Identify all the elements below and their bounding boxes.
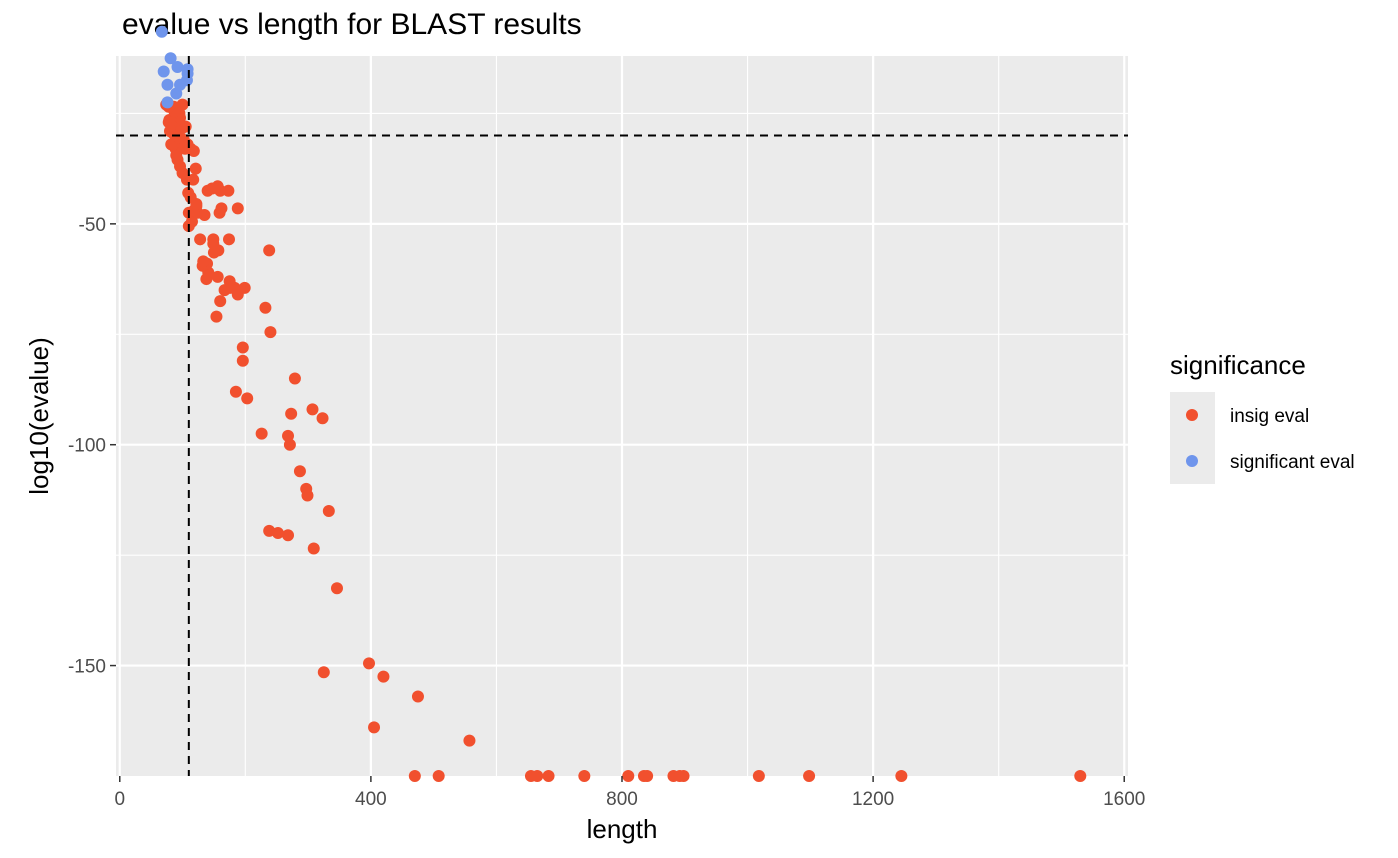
data-point: [306, 403, 319, 416]
data-point: [181, 63, 194, 76]
chart-title: evalue vs length for BLAST results: [122, 8, 582, 41]
data-point: [236, 341, 249, 354]
data-point: [641, 770, 654, 782]
data-point: [368, 721, 381, 734]
y-tick-label: -100: [68, 436, 106, 457]
data-point: [316, 412, 329, 425]
data-point: [895, 770, 908, 782]
data-point: [211, 270, 224, 283]
data-point: [187, 173, 200, 186]
data-point: [542, 770, 555, 782]
data-point: [255, 427, 268, 440]
data-point: [164, 52, 177, 65]
data-point: [189, 162, 202, 175]
data-point: [210, 310, 223, 323]
data-point: [223, 233, 236, 246]
data-point: [330, 582, 343, 595]
data-point: [578, 770, 591, 782]
data-point: [155, 25, 168, 38]
data-point: [222, 184, 235, 197]
data-point: [282, 429, 295, 442]
legend-label: significant eval: [1230, 452, 1355, 473]
data-point: [411, 690, 424, 703]
data-point: [363, 657, 375, 670]
data-points: [155, 25, 1087, 782]
y-tick-label: -50: [79, 215, 106, 236]
legend: significance insig eval significant eval: [1170, 350, 1355, 484]
data-point: [259, 301, 272, 314]
data-point: [215, 202, 228, 215]
data-point: [223, 275, 236, 288]
data-point: [161, 96, 174, 109]
data-point: [214, 295, 227, 308]
data-point: [241, 392, 254, 405]
data-point: [293, 465, 306, 478]
y-axis: -150 -100 -50: [68, 215, 116, 678]
data-point: [300, 482, 313, 495]
legend-marker: [1186, 455, 1198, 467]
data-point: [229, 385, 242, 398]
data-point: [432, 770, 445, 782]
data-point: [752, 770, 765, 782]
data-point: [236, 354, 249, 367]
data-point: [238, 281, 251, 294]
data-point: [377, 670, 390, 683]
data-point: [622, 770, 635, 782]
x-tick-label: 400: [355, 789, 387, 810]
data-point: [263, 244, 276, 257]
x-tick-label: 0: [114, 789, 125, 810]
data-point: [463, 734, 476, 747]
data-point: [171, 61, 184, 74]
data-point: [194, 233, 207, 246]
x-tick-label: 1200: [852, 789, 894, 810]
y-axis-title: log10(evalue): [24, 337, 54, 495]
grid-major: [116, 56, 1128, 776]
legend-marker: [1186, 409, 1198, 421]
data-point: [1074, 770, 1087, 782]
data-point: [288, 372, 301, 385]
data-point: [157, 65, 170, 78]
data-point: [161, 78, 174, 91]
data-point: [317, 666, 330, 679]
reference-lines: [116, 56, 1128, 776]
data-point: [677, 770, 690, 782]
data-point: [322, 504, 335, 517]
data-point: [285, 407, 298, 420]
data-point: [282, 529, 295, 542]
legend-title: significance: [1170, 350, 1306, 380]
x-tick-label: 800: [606, 789, 638, 810]
data-point: [176, 98, 189, 111]
data-point: [182, 186, 195, 199]
data-point: [207, 233, 220, 246]
data-point: [803, 770, 816, 782]
legend-label: insig eval: [1230, 406, 1309, 427]
data-point: [231, 202, 244, 215]
data-point: [307, 542, 320, 555]
data-point: [264, 326, 277, 339]
y-tick-label: -150: [68, 657, 106, 678]
x-tick-label: 1600: [1103, 789, 1145, 810]
x-axis-title: length: [587, 814, 658, 844]
data-point: [531, 770, 544, 782]
data-point: [408, 770, 421, 782]
x-axis: 0 400 800 1200 1600: [114, 776, 1145, 810]
data-point: [197, 255, 210, 268]
data-point: [263, 524, 276, 537]
